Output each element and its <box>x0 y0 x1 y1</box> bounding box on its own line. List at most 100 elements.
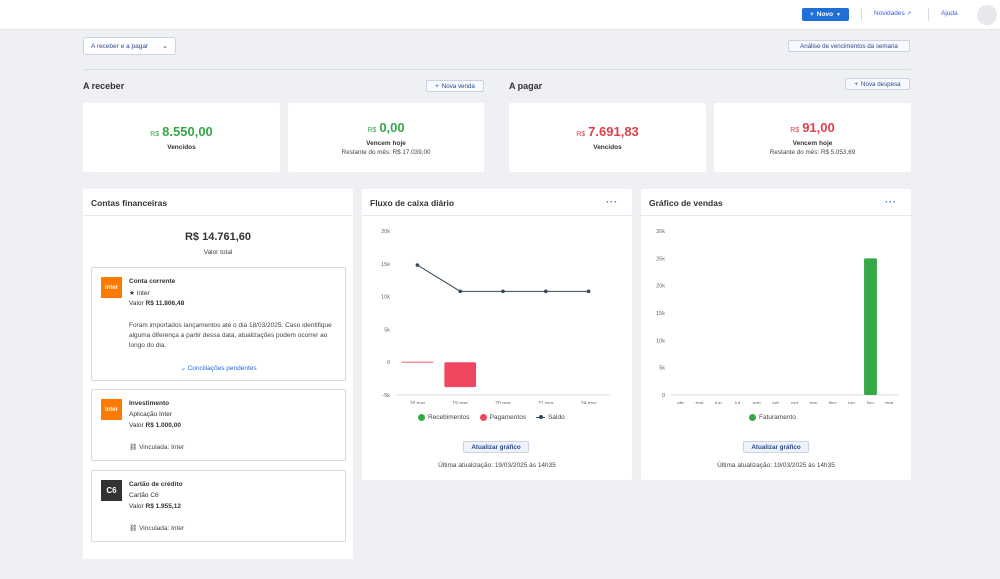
y-tick-label: 10k <box>381 295 390 301</box>
line-marker-icon <box>536 414 546 419</box>
divider <box>362 215 632 216</box>
data-point <box>458 289 462 294</box>
vendas-update-button[interactable]: Atualizar gráfico <box>743 441 809 453</box>
x-tick-label: jan <box>847 401 855 404</box>
account-valor: Valor R$ 1.000,00 <box>129 422 181 429</box>
fluxo-legend: Recebimentos Pagamentos Saldo <box>418 414 565 421</box>
account-card-conta-corrente[interactable]: inter Conta corrente ★ Inter Valor R$ 11… <box>91 267 346 381</box>
account-note: Foram importados lançamentos até o dia 1… <box>129 322 332 349</box>
currency: R$ <box>576 131 586 138</box>
account-valor: Valor R$ 11.806,48 <box>129 300 184 307</box>
x-tick-label: 20 mar <box>495 401 511 404</box>
vendas-last-update: Última atualização: 19/03/2025 às 14h35 <box>717 462 835 469</box>
vendas-title: Gráfico de vendas <box>649 198 723 208</box>
filter-dropdown[interactable]: A receber e a pagar ⌄ <box>83 37 176 55</box>
account-bank: ★ Inter <box>129 289 150 297</box>
receber-hoje-label: Vencem hoje <box>366 139 406 147</box>
currency: R$ <box>150 131 160 138</box>
legend-pagamentos[interactable]: Pagamentos <box>479 414 526 421</box>
x-tick-label: jun <box>714 401 722 404</box>
valor-label: Valor <box>129 422 144 429</box>
x-tick-label: dez <box>828 401 837 404</box>
account-bank: Aplicação Inter <box>129 411 172 418</box>
valor-label: Valor <box>129 503 144 510</box>
y-tick-label: 5k <box>659 366 665 372</box>
y-tick-label: -5k <box>382 393 390 399</box>
nova-venda-button[interactable]: + Nova venda <box>426 80 484 92</box>
receber-hoje-sub: Restante do mês: R$ 17.039,00 <box>341 148 431 156</box>
avatar[interactable] <box>977 5 997 25</box>
account-card-cartao[interactable]: C6 Cartão de crédito Cartão C6 Valor R$ … <box>91 470 346 542</box>
more-options-icon[interactable]: ··· <box>606 197 618 207</box>
pink-dot-icon <box>479 414 487 421</box>
x-tick-label: mar <box>885 401 894 404</box>
data-point <box>415 263 420 267</box>
valor-amount: R$ 1.955,12 <box>145 503 181 510</box>
section-divider <box>83 69 911 70</box>
legend-saldo[interactable]: Saldo <box>536 414 565 421</box>
pagar-hoje-card[interactable]: R$ 91,00 Vencem hoje Restante do mês: R$ … <box>714 103 911 172</box>
receber-vencidos-card[interactable]: R$ 8.550,00 Vencidos <box>83 103 280 172</box>
account-linked: ⛓ Vinculada: Inter <box>129 524 184 532</box>
x-tick-label: mai <box>695 401 703 404</box>
y-tick-label: 20k <box>381 229 390 235</box>
divider <box>861 8 862 21</box>
ajuda-link[interactable]: Ajuda <box>941 10 958 17</box>
inter-logo-icon: inter <box>101 399 122 420</box>
x-tick-label: jul <box>734 401 740 404</box>
conciliacoes-link[interactable]: ⌄ Conciliações pendentes <box>92 364 345 372</box>
nova-venda-label: Nova venda <box>441 82 475 90</box>
pagar-vencidos-label: Vencidos <box>593 144 622 151</box>
more-options-icon[interactable]: ··· <box>885 197 897 207</box>
chevron-down-icon: ⌄ <box>180 365 186 372</box>
pagar-hoje-label: Vencem hoje <box>792 139 833 147</box>
x-tick-label: 19 mar <box>452 401 468 404</box>
x-tick-label: nov <box>809 401 818 404</box>
legend-recebimentos[interactable]: Recebimentos <box>418 414 470 421</box>
novo-button[interactable]: + Novo ▼ <box>802 8 849 21</box>
value: 0,00 <box>379 119 405 135</box>
legend-label: Saldo <box>548 414 565 422</box>
account-valor: Valor R$ 1.955,12 <box>129 503 181 510</box>
green-dot-icon <box>749 414 756 421</box>
contas-title: Contas financeiras <box>91 198 168 208</box>
fluxo-title: Fluxo de caixa diário <box>370 198 455 208</box>
divider <box>641 215 911 216</box>
divider <box>83 215 353 216</box>
legend-faturamento[interactable]: Faturamento <box>749 414 796 421</box>
nova-despesa-button[interactable]: + Nova despesa <box>845 78 910 90</box>
bar-pagamentos <box>444 362 477 388</box>
x-tick-label: 18 mar <box>410 401 426 404</box>
receber-hoje-amount: R$ 0,00 <box>367 120 404 135</box>
account-card-investimento[interactable]: inter Investimento Aplicação Inter Valor… <box>91 389 346 461</box>
y-tick-label: 30k <box>656 229 665 235</box>
x-tick-label: abr <box>677 401 685 404</box>
star-icon: ★ <box>129 290 135 297</box>
pagar-title: A pagar <box>509 81 543 91</box>
link-icon: ⛓ <box>129 525 138 532</box>
account-linked: ⛓ Vinculada: Inter <box>129 443 184 451</box>
y-tick-label: 15k <box>381 262 390 268</box>
x-tick-label: set <box>772 401 779 404</box>
linked-label: Vinculada: Inter <box>139 444 185 451</box>
analysis-button[interactable]: Análise de vencimentos da semana <box>788 40 910 52</box>
data-point <box>501 289 505 294</box>
x-tick-label: out <box>791 401 799 404</box>
x-tick-label: 24 mar <box>581 401 597 404</box>
fluxo-last-update: Última atualização: 19/03/2025 às 14h35 <box>438 462 556 469</box>
pagar-hoje-sub: Restante do mês: R$ 5.053,69 <box>769 148 856 156</box>
bar-faturamento <box>864 258 877 395</box>
pagar-vencidos-card[interactable]: R$ 7.691,83 Vencidos <box>509 103 706 172</box>
valor-label: Valor <box>129 300 144 307</box>
y-tick-label: 25k <box>656 256 665 262</box>
receber-hoje-card[interactable]: R$ 0,00 Vencem hoje Restante do mês: R$ 1… <box>288 103 484 172</box>
inter-logo-icon: inter <box>101 277 122 298</box>
receber-vencidos-label: Vencidos <box>167 144 196 151</box>
fluxo-update-button[interactable]: Atualizar gráfico <box>463 441 529 453</box>
external-link-icon: ↗ <box>906 11 912 17</box>
legend-label: Recebimentos <box>428 414 470 422</box>
x-tick-label: 21 mar <box>538 401 554 404</box>
vendas-chart: 30k 25k 20k 15k 10k 5k 0 abr mai jun jul ago set out n… <box>656 229 899 404</box>
value: 91,00 <box>802 119 835 135</box>
novidades-link[interactable]: Novidades ↗ <box>874 10 911 17</box>
